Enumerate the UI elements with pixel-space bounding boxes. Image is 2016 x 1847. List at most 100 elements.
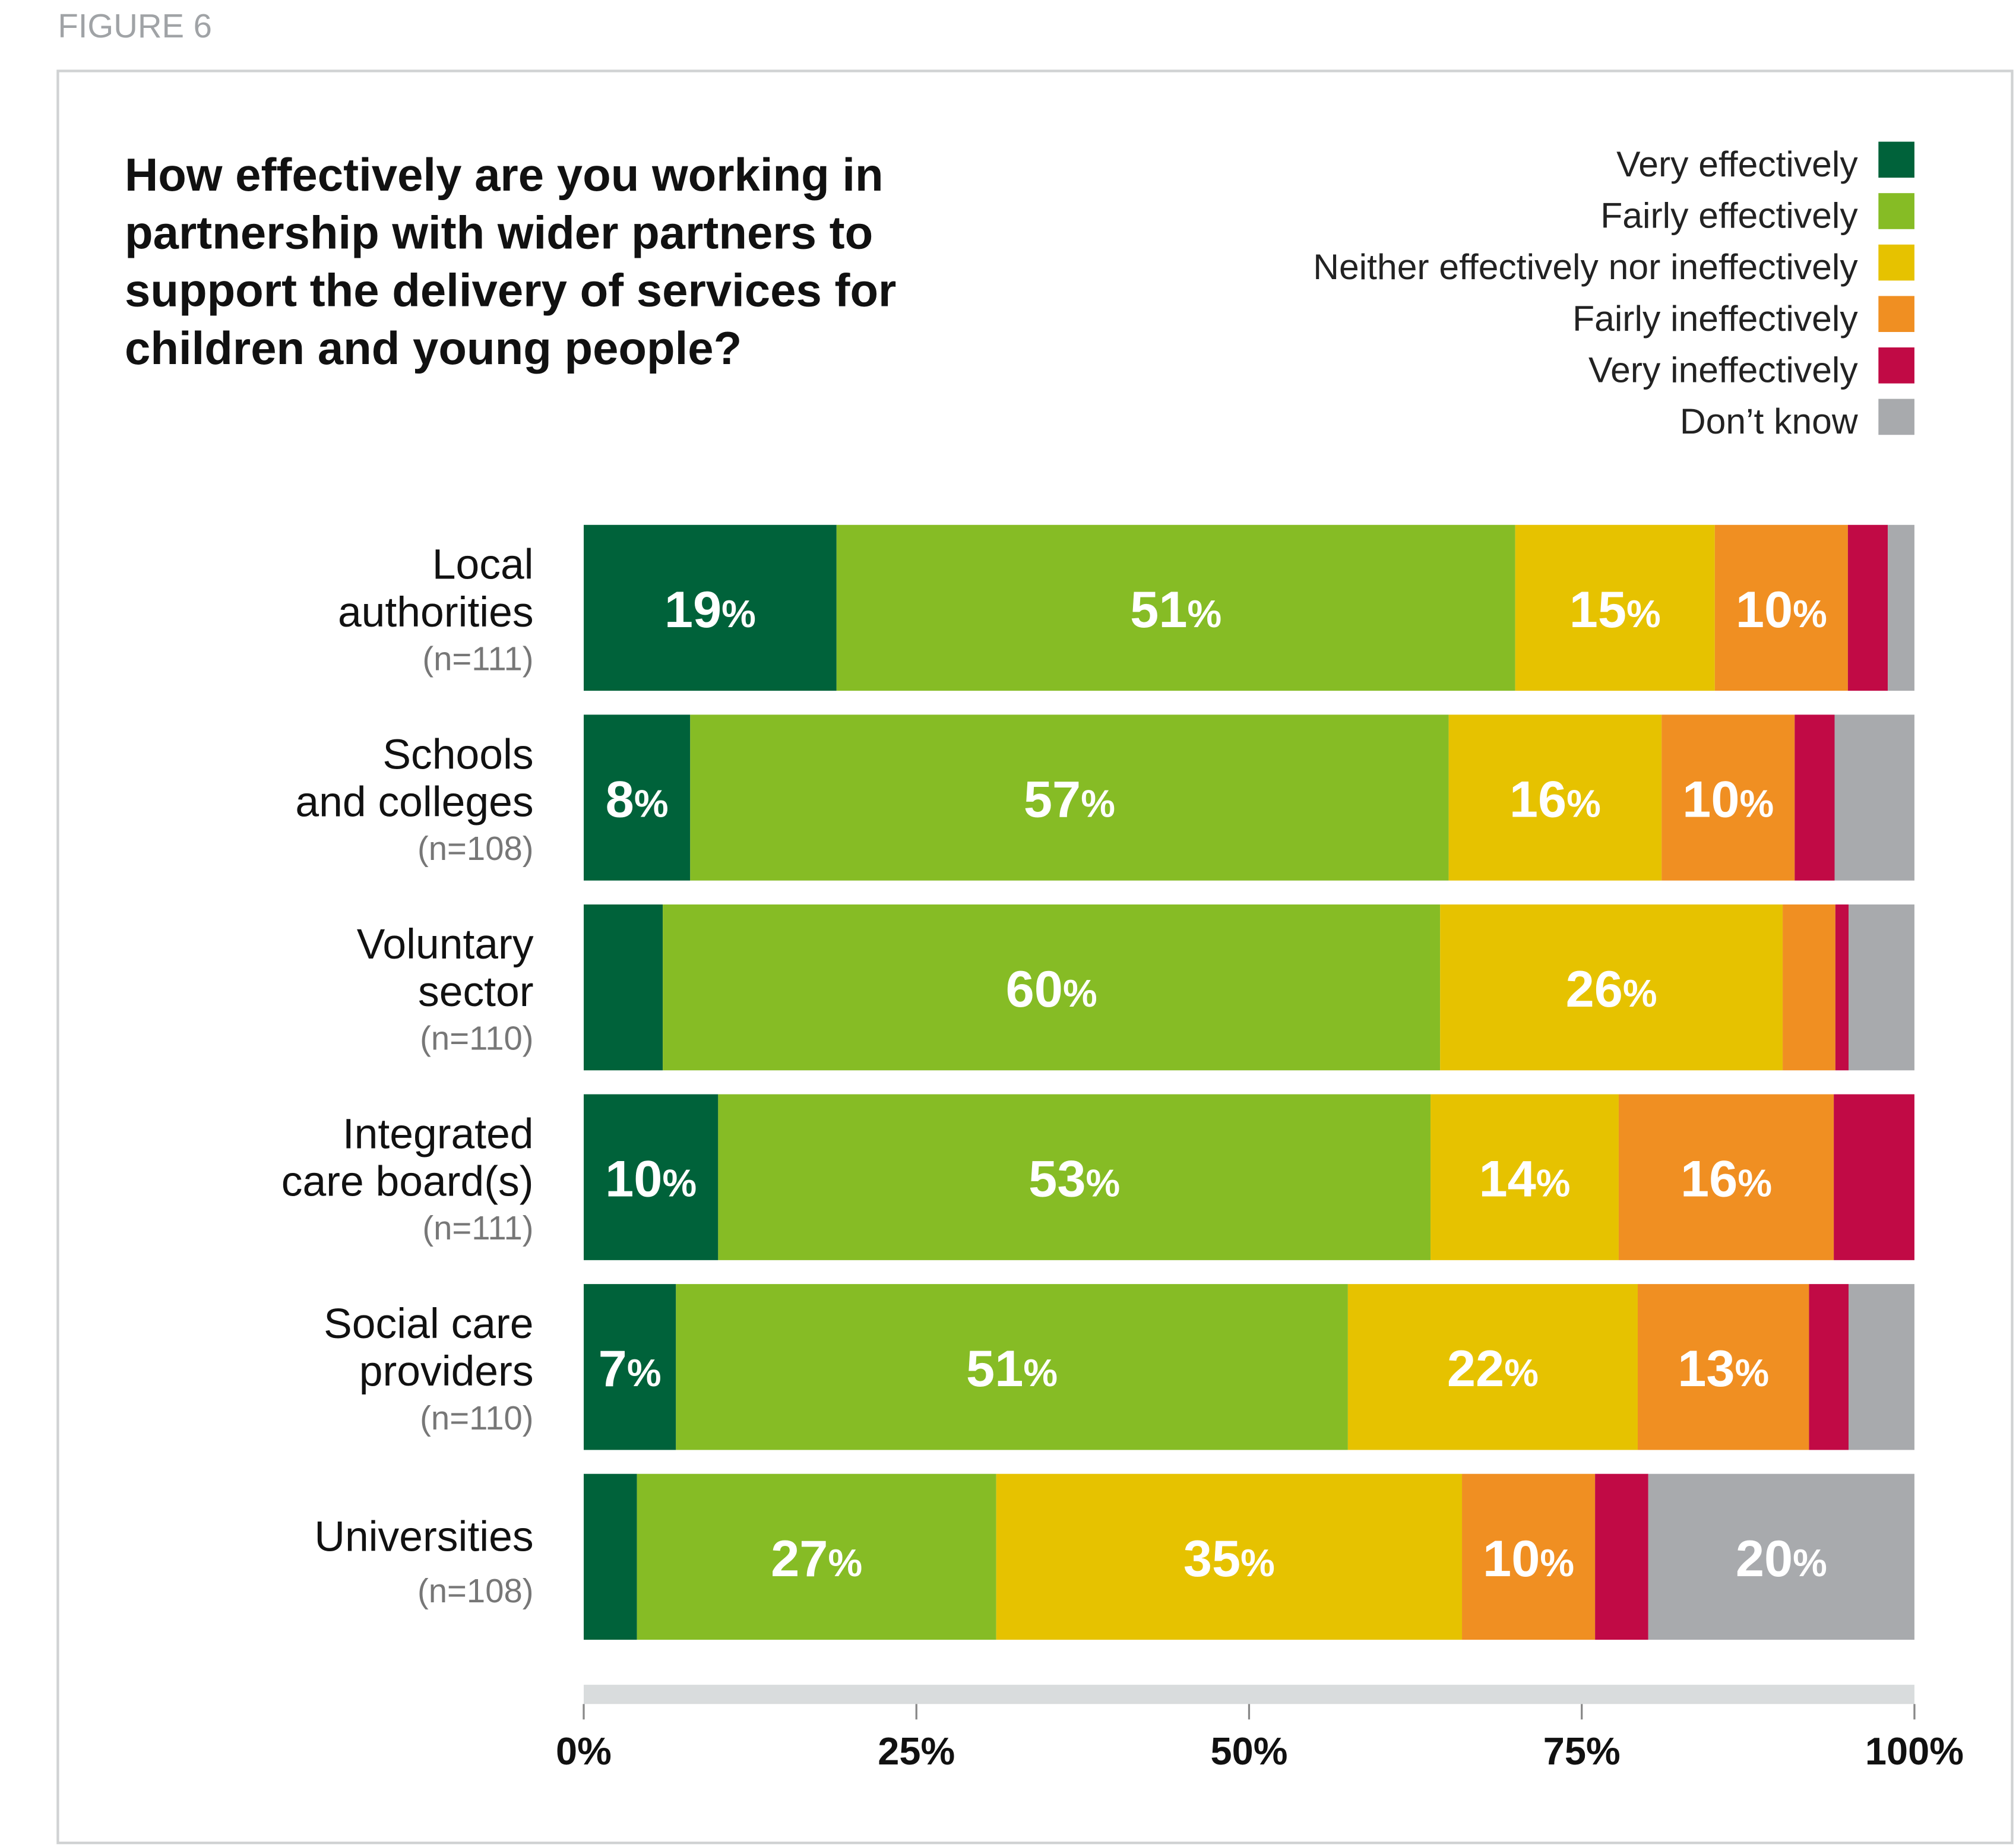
legend-label: Don’t know — [1680, 401, 1858, 441]
bar-value-label: 57% — [1024, 771, 1115, 828]
bar-value-label: 14% — [1479, 1151, 1570, 1208]
category-n: (n=110) — [420, 1020, 533, 1057]
bar-segment — [1618, 1094, 1834, 1260]
title-line: How effectively are you working in — [125, 148, 884, 201]
bar-segment — [583, 524, 837, 691]
legend: Very effectively Fairly effectively Neithe… — [1313, 141, 1914, 441]
bar-segment — [1795, 714, 1835, 881]
legend-label: Fairly ineffectively — [1572, 298, 1858, 339]
title-line: support the delivery of services for — [125, 264, 896, 317]
figure-label: FIGURE 6 — [58, 7, 212, 45]
bar-segment — [1783, 904, 1835, 1071]
bar-segment — [690, 714, 1449, 881]
legend-label: Neither effectively nor ineffectively — [1313, 246, 1858, 287]
bar-segment — [583, 1284, 676, 1450]
bar-segment — [1430, 1094, 1619, 1260]
legend-swatch — [1878, 296, 1914, 333]
axis-track — [583, 1684, 1914, 1704]
bar-value-label: 22% — [1447, 1340, 1539, 1397]
bar-segment — [1835, 904, 1849, 1071]
bar-value-label: 16% — [1509, 771, 1601, 828]
bar-value-label: 51% — [1130, 581, 1221, 638]
bar-value-label: 20% — [1736, 1530, 1827, 1587]
legend-swatch — [1878, 399, 1914, 435]
tick-label: 75% — [1543, 1729, 1621, 1773]
category-label: care board(s) — [281, 1158, 534, 1206]
tick-label: 50% — [1210, 1729, 1287, 1773]
bar-segment — [1834, 1094, 1914, 1260]
bar-segment — [1834, 714, 1914, 881]
bar-value-label: 26% — [1566, 961, 1657, 1018]
bar-segment — [1595, 1473, 1648, 1640]
bar-segment — [676, 1284, 1348, 1450]
bar-value-label: 8% — [606, 771, 669, 828]
bar-segment — [583, 904, 663, 1071]
category-n: (n=111) — [422, 1209, 533, 1247]
bar-segment — [1849, 904, 1914, 1071]
bar-value-label: 60% — [1006, 961, 1097, 1018]
chart-title: How effectively are you working inpartne… — [125, 148, 896, 374]
category-label: sector — [418, 968, 534, 1016]
legend-swatch — [1878, 347, 1914, 384]
bar-value-label: 10% — [1682, 771, 1774, 828]
legend-swatch — [1878, 141, 1914, 178]
chart-frame — [56, 69, 2014, 1845]
bar-segment — [718, 1094, 1431, 1260]
bar-value-label: 19% — [664, 581, 756, 638]
bar-value-label: 35% — [1183, 1530, 1275, 1587]
bar-value-label: 7% — [599, 1340, 662, 1397]
title-line: children and young people? — [125, 322, 742, 374]
category-label: providers — [359, 1348, 534, 1395]
legend-label: Very effectively — [1616, 144, 1858, 184]
bar-segment — [1440, 904, 1783, 1071]
bar-value-label: 51% — [966, 1340, 1058, 1397]
legend-swatch — [1878, 193, 1914, 229]
legend-swatch — [1878, 244, 1914, 281]
category-n: (n=108) — [417, 830, 534, 867]
bar-segment — [836, 524, 1515, 691]
bar-segment — [1347, 1284, 1638, 1450]
category-label: and colleges — [295, 778, 533, 826]
category-n: (n=110) — [420, 1399, 533, 1437]
bar-segment — [637, 1473, 996, 1640]
x-axis: 0% 25% 50% 75% 100% — [556, 1684, 1964, 1773]
bar-value-label: 15% — [1569, 581, 1661, 638]
bars: 19% 51% 15% 10% 8% 57% 16% 10% 60% 26% 10% 53% 14% 16… — [583, 524, 1914, 1640]
bar-segment — [1462, 1473, 1596, 1640]
title-line: partnership with wider partners to — [125, 206, 873, 258]
category-label: Social care — [324, 1300, 533, 1348]
bar-value-label: 10% — [1483, 1530, 1574, 1587]
bar-segment — [583, 1473, 637, 1640]
tick-label: 25% — [878, 1729, 955, 1773]
bar-segment — [1809, 1284, 1849, 1450]
tick-label: 100% — [1865, 1729, 1964, 1773]
bar-value-label: 16% — [1680, 1151, 1772, 1208]
category-label: authorities — [338, 589, 534, 636]
bar-value-label: 27% — [771, 1530, 862, 1587]
bar-segment — [1515, 524, 1715, 691]
bar-segment — [1638, 1284, 1809, 1450]
bar-segment — [1661, 714, 1795, 881]
legend-label: Very ineffectively — [1588, 349, 1858, 390]
bar-value-label: 13% — [1678, 1340, 1769, 1397]
bar-segment — [1448, 714, 1662, 881]
category-label: Voluntary — [357, 921, 534, 968]
category-label: Local — [432, 541, 534, 589]
bar-segment — [663, 904, 1441, 1071]
category-label: Integrated — [343, 1110, 534, 1157]
bar-value-label: 10% — [605, 1151, 697, 1208]
bar-segment — [996, 1473, 1463, 1640]
bar-value-label: 53% — [1028, 1151, 1120, 1208]
bar-segment — [1888, 524, 1914, 691]
category-label: Schools — [382, 730, 533, 778]
bar-segment — [1714, 524, 1848, 691]
category-n: (n=111) — [422, 640, 533, 677]
legend-label: Fairly effectively — [1600, 195, 1858, 236]
bar-segment — [1849, 1284, 1914, 1450]
bar-segment — [1847, 524, 1888, 691]
bar-segment — [583, 1094, 719, 1260]
bar-segment — [1648, 1473, 1914, 1640]
tick-label: 0% — [556, 1729, 612, 1773]
